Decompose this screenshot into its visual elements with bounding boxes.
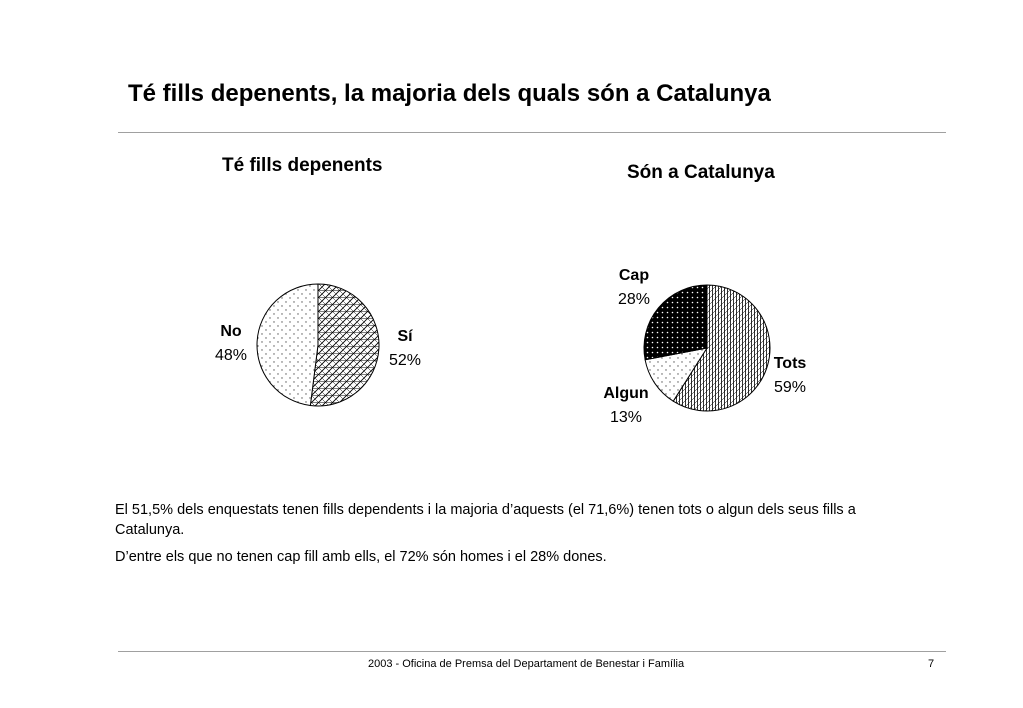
paragraph-1: El 51,5% dels enquestats tenen fills dep… bbox=[115, 502, 856, 538]
chart1-title: Té fills depenents bbox=[222, 155, 383, 176]
pie-chart-fills: Sí 52% No 48% bbox=[215, 283, 421, 407]
pie-slice-s- bbox=[309, 283, 380, 407]
slice-name-label: Cap bbox=[619, 267, 649, 284]
slide-title: Té fills depenents, la majoria dels qual… bbox=[128, 80, 771, 107]
pie-slice-no bbox=[256, 283, 319, 407]
slice-name-label: Sí bbox=[397, 328, 413, 345]
chart2-title: Són a Catalunya bbox=[627, 162, 775, 183]
slice-percent-label: 59% bbox=[774, 379, 806, 396]
slice-name-label: No bbox=[220, 323, 242, 340]
paragraph-2: D’entre els que no tenen cap fill amb el… bbox=[115, 549, 607, 565]
slice-name-label: Tots bbox=[774, 355, 807, 372]
slice-percent-label: 28% bbox=[618, 291, 650, 308]
pie-slice-tots bbox=[672, 284, 771, 412]
slice-name-label: Algun bbox=[603, 385, 648, 402]
slice-percent-label: 52% bbox=[389, 352, 421, 369]
bottom-divider bbox=[118, 651, 946, 652]
page-number: 7 bbox=[928, 658, 935, 670]
footer-text: 2003 - Oficina de Premsa del Departament… bbox=[368, 658, 685, 670]
pie-chart-catalunya: Tots 59% Algun 13% Cap 28% bbox=[603, 267, 806, 426]
top-divider bbox=[118, 132, 946, 133]
pie-slice-cap bbox=[643, 284, 708, 361]
slice-percent-label: 48% bbox=[215, 347, 247, 364]
slice-percent-label: 13% bbox=[610, 409, 642, 426]
